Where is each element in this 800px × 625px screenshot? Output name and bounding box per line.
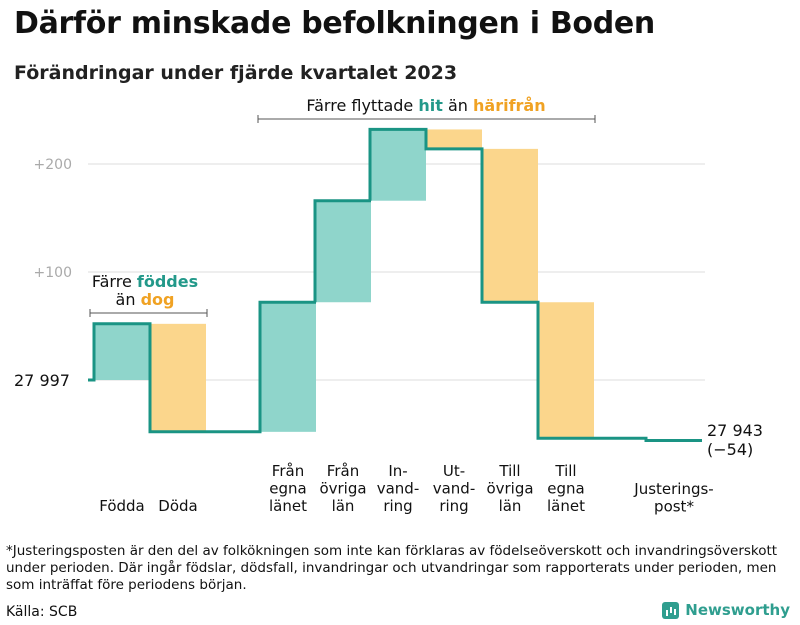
bar-fodda (94, 323, 150, 380)
category-labels: Födda Döda Från egna länet Från övriga län In-va… (99, 462, 713, 516)
end-change-label: (−54) (707, 440, 753, 459)
y-tick-label: +200 (34, 157, 72, 173)
page-subtitle: Förändringar under fjärde kvartalet 2023 (14, 62, 458, 84)
end-value-label: 27 943 (707, 421, 763, 440)
flow-line (88, 127, 702, 442)
start-value-label: 27 997 (14, 371, 70, 390)
category-label-utvandring: Ut-vand-ring (433, 462, 476, 515)
page-title: Därför minskade befolkningen i Boden (14, 6, 655, 41)
category-label-fran-ovriga-lan: Från övriga län (319, 462, 366, 515)
waterfall-flow-line (88, 127, 702, 442)
bar-invandring (370, 129, 426, 201)
category-label-till-egna-lanet: Till egna länet (547, 462, 585, 515)
bar-fran-egna-lanet (260, 302, 316, 432)
category-label-doda: Döda (158, 497, 197, 515)
y-tick-labels: +200 +100 (34, 157, 72, 281)
category-label-till-ovriga-lan: Till övriga län (486, 462, 533, 515)
annotations: Färre föddes än dog Färre flyttade hit ä… (89, 96, 596, 317)
category-label-fodda: Födda (99, 497, 145, 515)
brand[interactable]: Newsworthy (662, 601, 790, 619)
source-label: Källa: SCB (6, 604, 78, 620)
birth-annotation-line1: Färre föddes (92, 272, 198, 291)
bar-till-ovriga-lan (482, 148, 538, 303)
bar-chart-logo-icon (662, 601, 680, 619)
migration-annotation: Färre flyttade hit än härifrån (306, 96, 545, 115)
bar-till-egna-lanet (538, 302, 594, 439)
bar-fran-ovriga-lan (315, 200, 371, 303)
bars (94, 129, 594, 439)
bar-utvandring (426, 129, 482, 149)
category-label-fran-egna-lanet: Från egna länet (269, 462, 307, 515)
birth-annotation-line2: än dog (116, 290, 175, 309)
y-tick-label: +100 (34, 265, 72, 281)
category-label-justeringspost: Justerings-post* (633, 480, 713, 516)
footnote: *Justeringsposten är den del av folkökni… (6, 543, 778, 593)
category-label-invandring: In-vand-ring (377, 462, 420, 515)
bar-doda (150, 323, 206, 432)
brand-name: Newsworthy (685, 601, 790, 619)
